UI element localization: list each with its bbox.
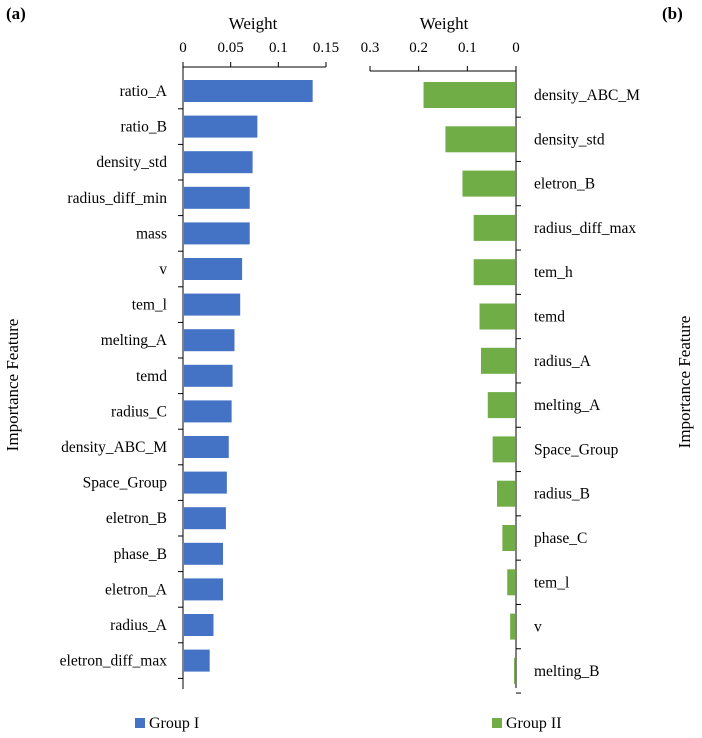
right-x-tick-label: 0.1	[458, 40, 477, 56]
right-category-label: radius_diff_max	[534, 220, 636, 237]
legend-swatch-group1	[135, 718, 145, 728]
right-bar	[497, 480, 515, 507]
right-bar	[462, 170, 515, 197]
left-category-label: temd	[136, 368, 167, 385]
left-bar	[184, 400, 232, 423]
panel-a-label: (a)	[6, 4, 26, 23]
left-category-label: Space_Group	[83, 475, 168, 492]
legend: Group I Group II	[135, 715, 562, 732]
left-category-label: density_ABC_M	[61, 439, 167, 456]
right-category-label: tem_h	[534, 264, 573, 281]
right-bar	[423, 82, 515, 108]
left-bar	[184, 80, 313, 102]
left-bar	[184, 507, 226, 530]
right-bar	[502, 525, 515, 551]
right-category-label: radius_A	[534, 353, 592, 370]
right-bar	[479, 303, 515, 330]
right-axis-title: Weight	[420, 14, 469, 33]
right-category-label: melting_A	[534, 397, 601, 414]
left-x-tick-label: 0.15	[313, 40, 339, 56]
right-bar	[487, 392, 515, 419]
right-category-label: Space_Group	[534, 441, 619, 458]
left-category-label: eletron_diff_max	[60, 653, 168, 670]
left-bar	[184, 293, 241, 316]
left-category-label: phase_B	[114, 546, 167, 563]
right-bar	[492, 436, 515, 463]
left-x-tick-label: 0.1	[269, 40, 288, 56]
right-bar	[473, 259, 515, 286]
left-category-label: radius_A	[110, 617, 168, 634]
right-category-label: density_ABC_M	[534, 87, 640, 104]
left-category-label: ratio_A	[120, 83, 168, 100]
right-category-label: radius_B	[534, 486, 590, 503]
right-category-label: tem_l	[534, 574, 569, 591]
right-y-axis-label: Importance Feature	[675, 316, 694, 449]
right-category-label: temd	[534, 309, 565, 326]
right-category-label: phase_C	[534, 530, 587, 547]
left-category-label: ratio_B	[121, 119, 168, 136]
left-category-label: radius_diff_min	[67, 190, 167, 207]
left-bar	[184, 364, 233, 387]
left-category-label: radius_C	[111, 403, 167, 420]
left-bar	[184, 186, 250, 209]
left-y-axis-label: Importance Feature	[3, 319, 22, 452]
left-bar	[184, 436, 229, 458]
left-category-label: eletron_B	[106, 510, 167, 527]
left-bar	[184, 258, 243, 280]
left-bar	[184, 222, 250, 245]
left-bar	[184, 578, 224, 601]
right-bar	[514, 657, 516, 684]
left-bar	[184, 542, 224, 565]
right-category-label: v	[534, 619, 542, 636]
left-bar-chart: 0 0.05 0.1 0.15 ratio_A ratio_B density_stdrad…	[60, 40, 339, 689]
left-bar	[184, 614, 214, 636]
left-bar	[184, 471, 227, 494]
right-bar	[445, 126, 515, 153]
left-x-tick-label: 0.05	[218, 40, 244, 56]
left-category-label: tem_l	[132, 297, 167, 314]
left-category-label: v	[159, 261, 167, 278]
left-bar	[184, 329, 235, 352]
left-bar	[184, 115, 258, 138]
legend-label-group2: Group II	[506, 715, 562, 732]
right-category-label: density_std	[534, 131, 605, 148]
right-bar	[510, 613, 515, 640]
left-axis-title: Weight	[229, 14, 278, 33]
left-bar	[184, 151, 253, 174]
right-bar	[507, 569, 515, 596]
right-x-tick-label: 0	[512, 40, 520, 56]
legend-swatch-group2	[492, 718, 502, 728]
left-category-label: density_std	[96, 154, 167, 171]
left-bar	[184, 649, 210, 672]
right-x-tick-label: 0.3	[361, 40, 380, 56]
right-bar	[473, 214, 515, 241]
right-category-label: melting_B	[534, 663, 599, 680]
left-category-label: melting_A	[101, 332, 168, 349]
right-bar-chart: 0.3 0.2 0.1 0 density_ABC_M density_stdeletro…	[361, 40, 640, 694]
right-category-label: eletron_B	[534, 176, 595, 193]
right-x-tick-label: 0.2	[409, 40, 428, 56]
legend-label-group1: Group I	[149, 715, 199, 732]
right-bar	[480, 347, 515, 374]
left-x-tick-label: 0	[179, 40, 187, 56]
left-category-label: eletron_A	[105, 581, 168, 598]
panel-b-label: (b)	[662, 4, 683, 23]
left-category-label: mass	[136, 225, 167, 242]
